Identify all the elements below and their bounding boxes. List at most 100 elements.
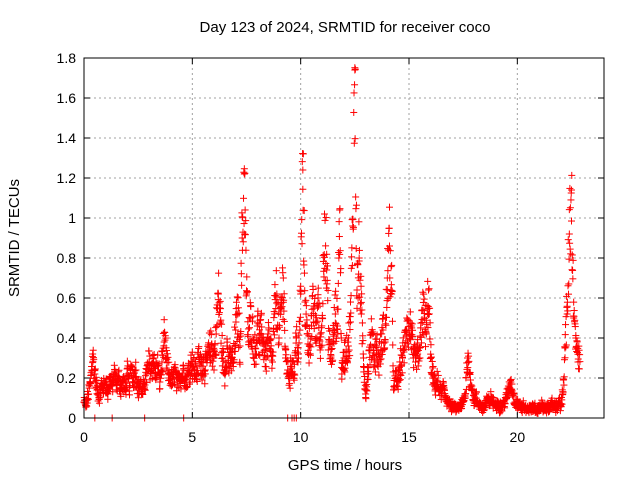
- data-point: [575, 365, 583, 373]
- data-point: [310, 325, 318, 333]
- data-point: [387, 281, 395, 289]
- data-point: [314, 294, 322, 302]
- x-axis-label: GPS time / hours: [288, 457, 402, 474]
- data-point: [566, 184, 574, 192]
- data-point: [297, 229, 305, 237]
- data-point: [354, 294, 362, 302]
- data-point: [307, 343, 315, 351]
- data-point: [561, 331, 569, 339]
- data-point: [315, 299, 323, 307]
- data-point: [280, 296, 288, 304]
- data-point: [234, 304, 242, 312]
- plot-frame: [83, 57, 605, 419]
- data-point: [358, 319, 366, 327]
- data-point: [569, 266, 577, 274]
- data-point: [214, 290, 222, 298]
- data-point: [331, 310, 339, 318]
- data-point: [205, 339, 213, 347]
- data-point: [423, 320, 431, 328]
- data-point: [221, 370, 229, 378]
- data-point: [233, 293, 241, 301]
- data-point: [323, 266, 331, 274]
- data-point: [300, 269, 308, 277]
- data-point: [247, 314, 255, 322]
- data-point: [132, 366, 140, 374]
- data-point: [218, 362, 226, 370]
- data-point: [383, 313, 391, 321]
- data-point: [298, 158, 306, 166]
- data-point: [408, 331, 416, 339]
- data-point: [240, 194, 248, 202]
- data-point: [358, 290, 366, 298]
- data-point: [217, 318, 224, 326]
- data-point: [389, 341, 397, 349]
- data-point: [323, 250, 331, 258]
- data-point: [468, 382, 476, 390]
- data-point: [422, 330, 430, 338]
- data-point: [400, 359, 408, 367]
- data-point: [256, 329, 264, 337]
- data-point: [334, 322, 341, 330]
- data-point: [399, 346, 407, 354]
- data-point: [388, 317, 396, 325]
- data-point: [216, 304, 224, 312]
- data-point: [568, 217, 575, 225]
- data-point: [420, 295, 428, 303]
- data-point: [237, 270, 245, 278]
- data-point: [271, 281, 279, 289]
- data-point: [299, 150, 307, 158]
- data-point: [160, 338, 168, 346]
- data-point: [317, 333, 325, 341]
- data-point: [378, 350, 386, 358]
- data-point: [367, 315, 375, 323]
- data-point: [162, 354, 170, 362]
- y-axis-label: SRMTID / TECUs: [6, 179, 23, 297]
- data-point: [238, 281, 246, 289]
- data-point: [290, 376, 298, 384]
- data-point: [412, 358, 419, 366]
- y-tick-label: 0.2: [57, 370, 77, 386]
- data-point: [216, 297, 224, 305]
- data-point: [427, 354, 435, 362]
- data-point: [186, 378, 194, 386]
- data-point: [134, 394, 142, 402]
- data-point: [426, 335, 434, 343]
- data-point: [330, 304, 338, 312]
- data-point: [301, 298, 309, 306]
- data-point: [565, 206, 573, 214]
- data-point: [464, 349, 472, 357]
- data-point: [489, 393, 497, 401]
- data-point: [352, 205, 360, 213]
- data-point: [309, 286, 317, 294]
- data-point: [349, 222, 357, 230]
- data-point: [569, 275, 577, 283]
- data-point: [355, 254, 363, 262]
- data-point: [216, 320, 224, 328]
- data-point: [386, 274, 394, 282]
- data-point: [241, 206, 249, 214]
- data-point: [293, 323, 301, 331]
- data-point: [252, 360, 260, 368]
- data-point: [331, 291, 339, 299]
- data-point: [208, 362, 216, 370]
- data-point: [295, 354, 302, 362]
- data-point: [258, 323, 266, 331]
- data-point: [230, 358, 237, 366]
- data-point: [567, 250, 575, 258]
- data-point: [91, 365, 99, 373]
- data-point: [466, 370, 474, 378]
- data-point: [302, 310, 310, 318]
- data-point: [469, 385, 477, 393]
- data-point: [334, 305, 342, 313]
- data-point: [357, 282, 365, 290]
- data-point: [440, 382, 448, 390]
- data-point: [385, 224, 393, 232]
- data-point: [195, 343, 203, 351]
- data-point: [314, 284, 322, 292]
- data-point: [316, 330, 324, 338]
- data-point: [219, 354, 227, 362]
- data-point: [156, 378, 164, 386]
- data-point: [193, 377, 201, 385]
- data-point: [363, 387, 371, 395]
- data-point: [241, 230, 249, 238]
